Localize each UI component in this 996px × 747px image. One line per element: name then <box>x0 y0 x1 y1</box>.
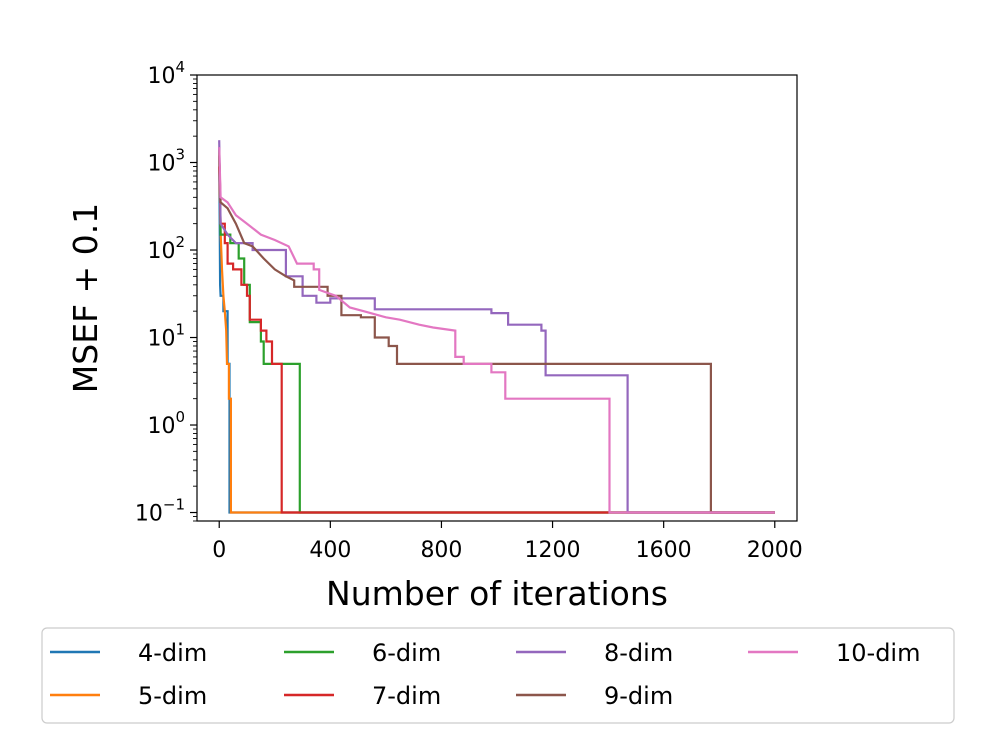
x-tick-label: 400 <box>309 538 351 563</box>
series-line-5-dim <box>218 152 775 514</box>
x-axis-title: Number of iterations <box>326 574 668 613</box>
y-tick-label: 103 <box>147 146 185 177</box>
x-tick-label: 0 <box>212 538 226 563</box>
legend-label: 7-dim <box>372 682 441 710</box>
series-line-10-dim <box>218 147 775 514</box>
legend-label: 6-dim <box>372 639 441 667</box>
y-tick-label: 100 <box>147 408 185 439</box>
y-tick-label: 102 <box>147 233 185 264</box>
x-tick-label: 1200 <box>525 538 581 563</box>
x-tick-label: 800 <box>420 538 462 563</box>
legend-label: 10-dim <box>836 639 920 667</box>
y-tick-label: 10−1 <box>135 496 185 527</box>
y-axis-title: MSEF + 0.1 <box>66 203 105 393</box>
x-tick-label: 2000 <box>747 538 803 563</box>
x-tick-label: 1600 <box>636 538 692 563</box>
series-layer <box>218 140 775 514</box>
series-line-9-dim <box>218 155 775 514</box>
y-axis: 10−1 100 101 102 103 104 <box>135 58 197 527</box>
legend-label: 8-dim <box>604 639 673 667</box>
legend-label: 4-dim <box>138 639 207 667</box>
legend: 4-dim 5-dim 6-dim 7-dim 8-dim 9-dim 10-dim <box>41 627 955 724</box>
plot-frame <box>196 74 798 522</box>
y-tick-label: 104 <box>147 58 185 89</box>
legend-label: 5-dim <box>138 682 207 710</box>
plot-area <box>197 75 797 521</box>
x-axis: 0 400 800 1200 1600 2000 <box>212 521 803 563</box>
y-tick-label: 101 <box>147 321 185 352</box>
series-line-7-dim <box>218 166 775 514</box>
legend-label: 9-dim <box>604 682 673 710</box>
legend-box <box>41 627 955 724</box>
